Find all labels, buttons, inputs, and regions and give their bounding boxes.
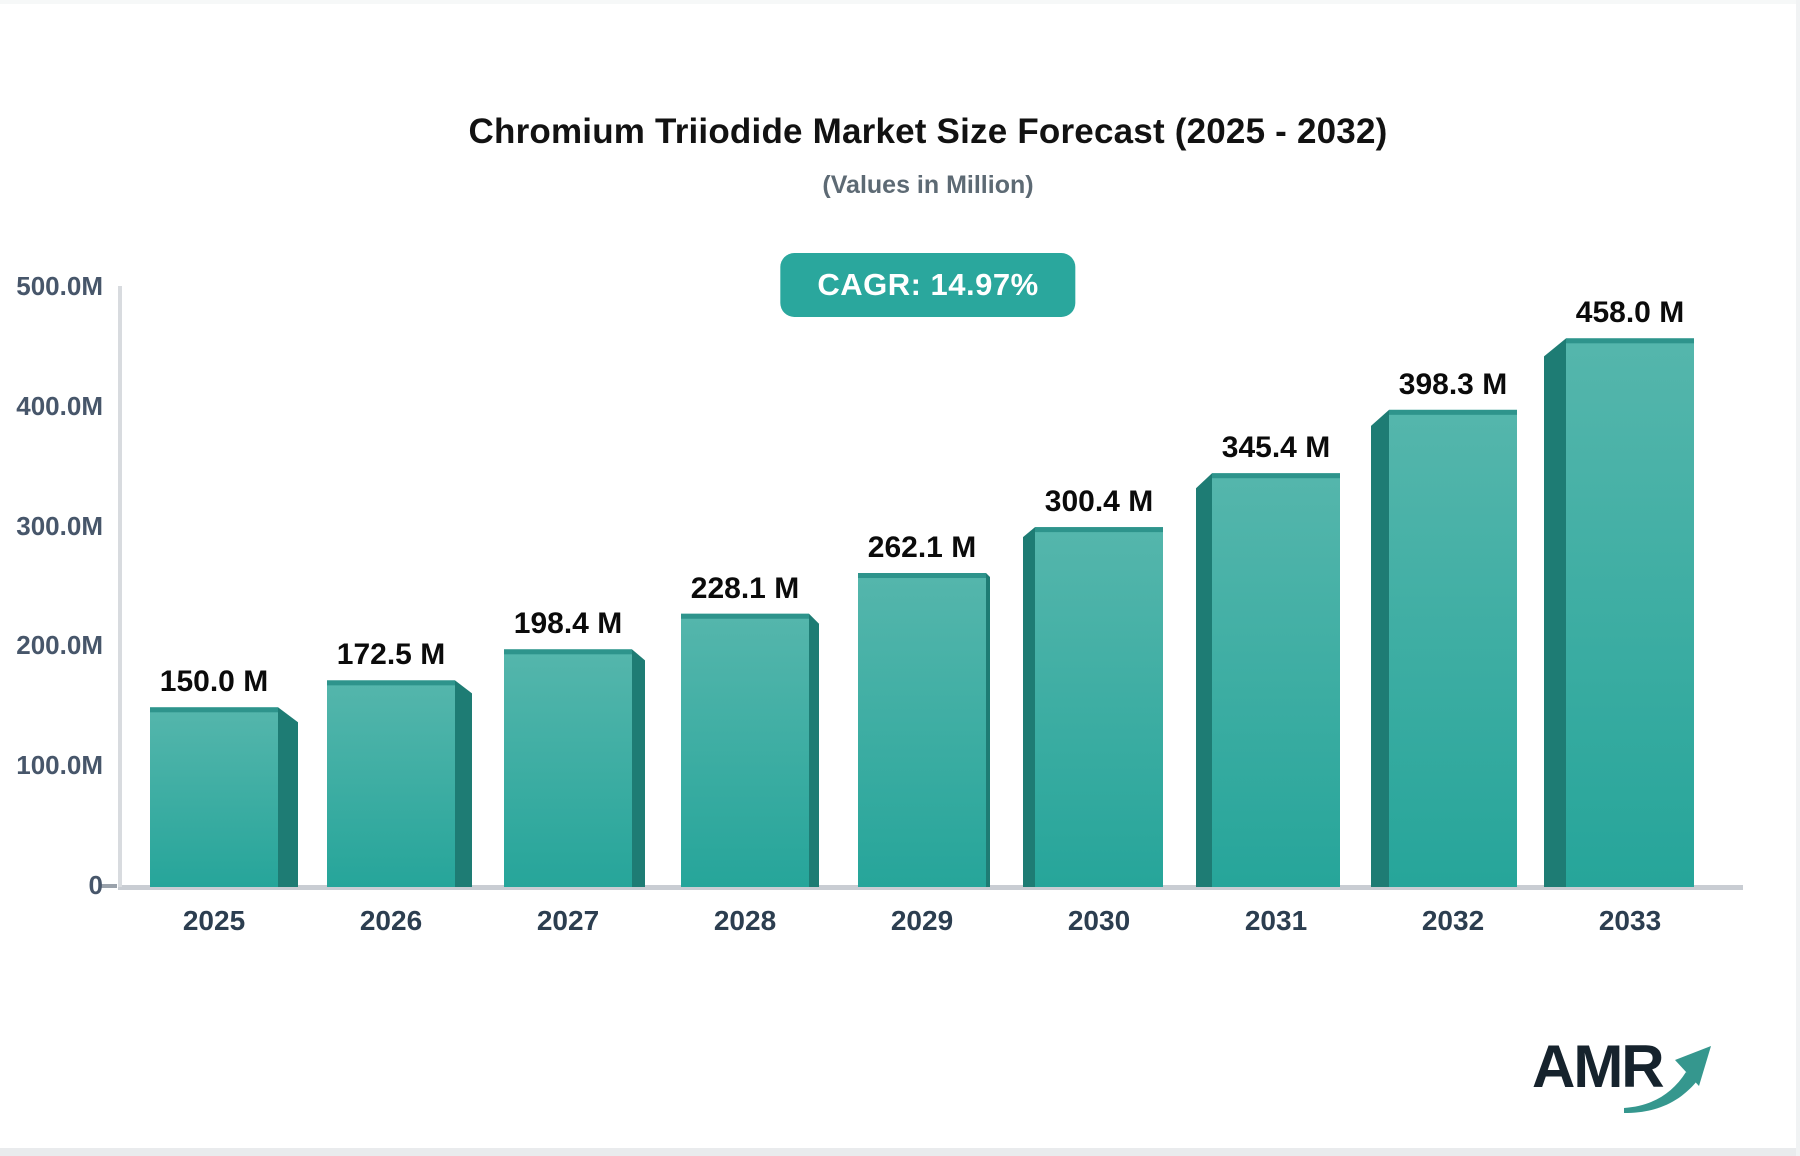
x-tick-2030: 2030 <box>1067 905 1131 936</box>
bottom-border <box>0 1148 1800 1156</box>
top-border <box>0 0 1800 4</box>
logo-text: AMR <box>1532 1033 1665 1100</box>
bar-2033 <box>1544 338 1694 887</box>
value-label-2025: 150.0 M <box>159 665 269 699</box>
bar-2031 <box>1196 473 1340 887</box>
y-tick-400: 400.0M <box>16 390 103 421</box>
chart-subtitle: (Values in Million) <box>822 171 1034 199</box>
bar-2029 <box>858 573 990 887</box>
x-tick-2028: 2028 <box>713 905 777 936</box>
x-tick-2027: 2027 <box>536 905 600 936</box>
x-tick-2029: 2029 <box>890 905 954 936</box>
value-label-2027: 198.4 M <box>513 607 623 641</box>
bar-2025 <box>150 707 298 887</box>
value-label-2032: 398.3 M <box>1398 367 1508 401</box>
x-tick-2032: 2032 <box>1421 905 1485 936</box>
bar-2030 <box>1023 527 1163 887</box>
bar-2026 <box>327 680 472 887</box>
y-tick-300: 300.0M <box>16 510 103 541</box>
bar-2027 <box>504 649 645 887</box>
x-tick-2025: 2025 <box>182 905 246 936</box>
growth-arrow-icon <box>1624 1046 1711 1113</box>
value-label-2030: 300.4 M <box>1044 485 1154 519</box>
y-axis-line <box>118 286 122 887</box>
value-label-2029: 262.1 M <box>867 531 977 564</box>
value-label-2031: 345.4 M <box>1221 431 1331 465</box>
y-tick-0: 0 <box>88 870 103 900</box>
x-tick-2026: 2026 <box>359 905 423 936</box>
value-label-2026: 172.5 M <box>336 638 446 672</box>
x-axis-line <box>118 885 1743 890</box>
cagr-badge: CAGR: 14.97% <box>780 253 1076 317</box>
bars-group <box>150 338 1694 887</box>
right-border <box>1796 0 1800 1156</box>
brand-logo: AMR <box>1532 1032 1742 1142</box>
zero-tick-mark <box>100 884 117 888</box>
y-tick-500: 500.0M <box>16 271 103 301</box>
bar-2032 <box>1371 409 1517 887</box>
value-label-2033: 458.0 M <box>1575 296 1685 330</box>
chart-title: Chromium Triiodide Market Size Forecast … <box>468 112 1388 151</box>
y-tick-200: 200.0M <box>16 630 103 661</box>
bar-2028 <box>681 613 819 887</box>
x-tick-2033: 2033 <box>1598 905 1662 936</box>
x-tick-2031: 2031 <box>1244 905 1308 936</box>
value-label-2028: 228.1 M <box>690 571 800 605</box>
y-tick-100: 100.0M <box>16 750 103 781</box>
